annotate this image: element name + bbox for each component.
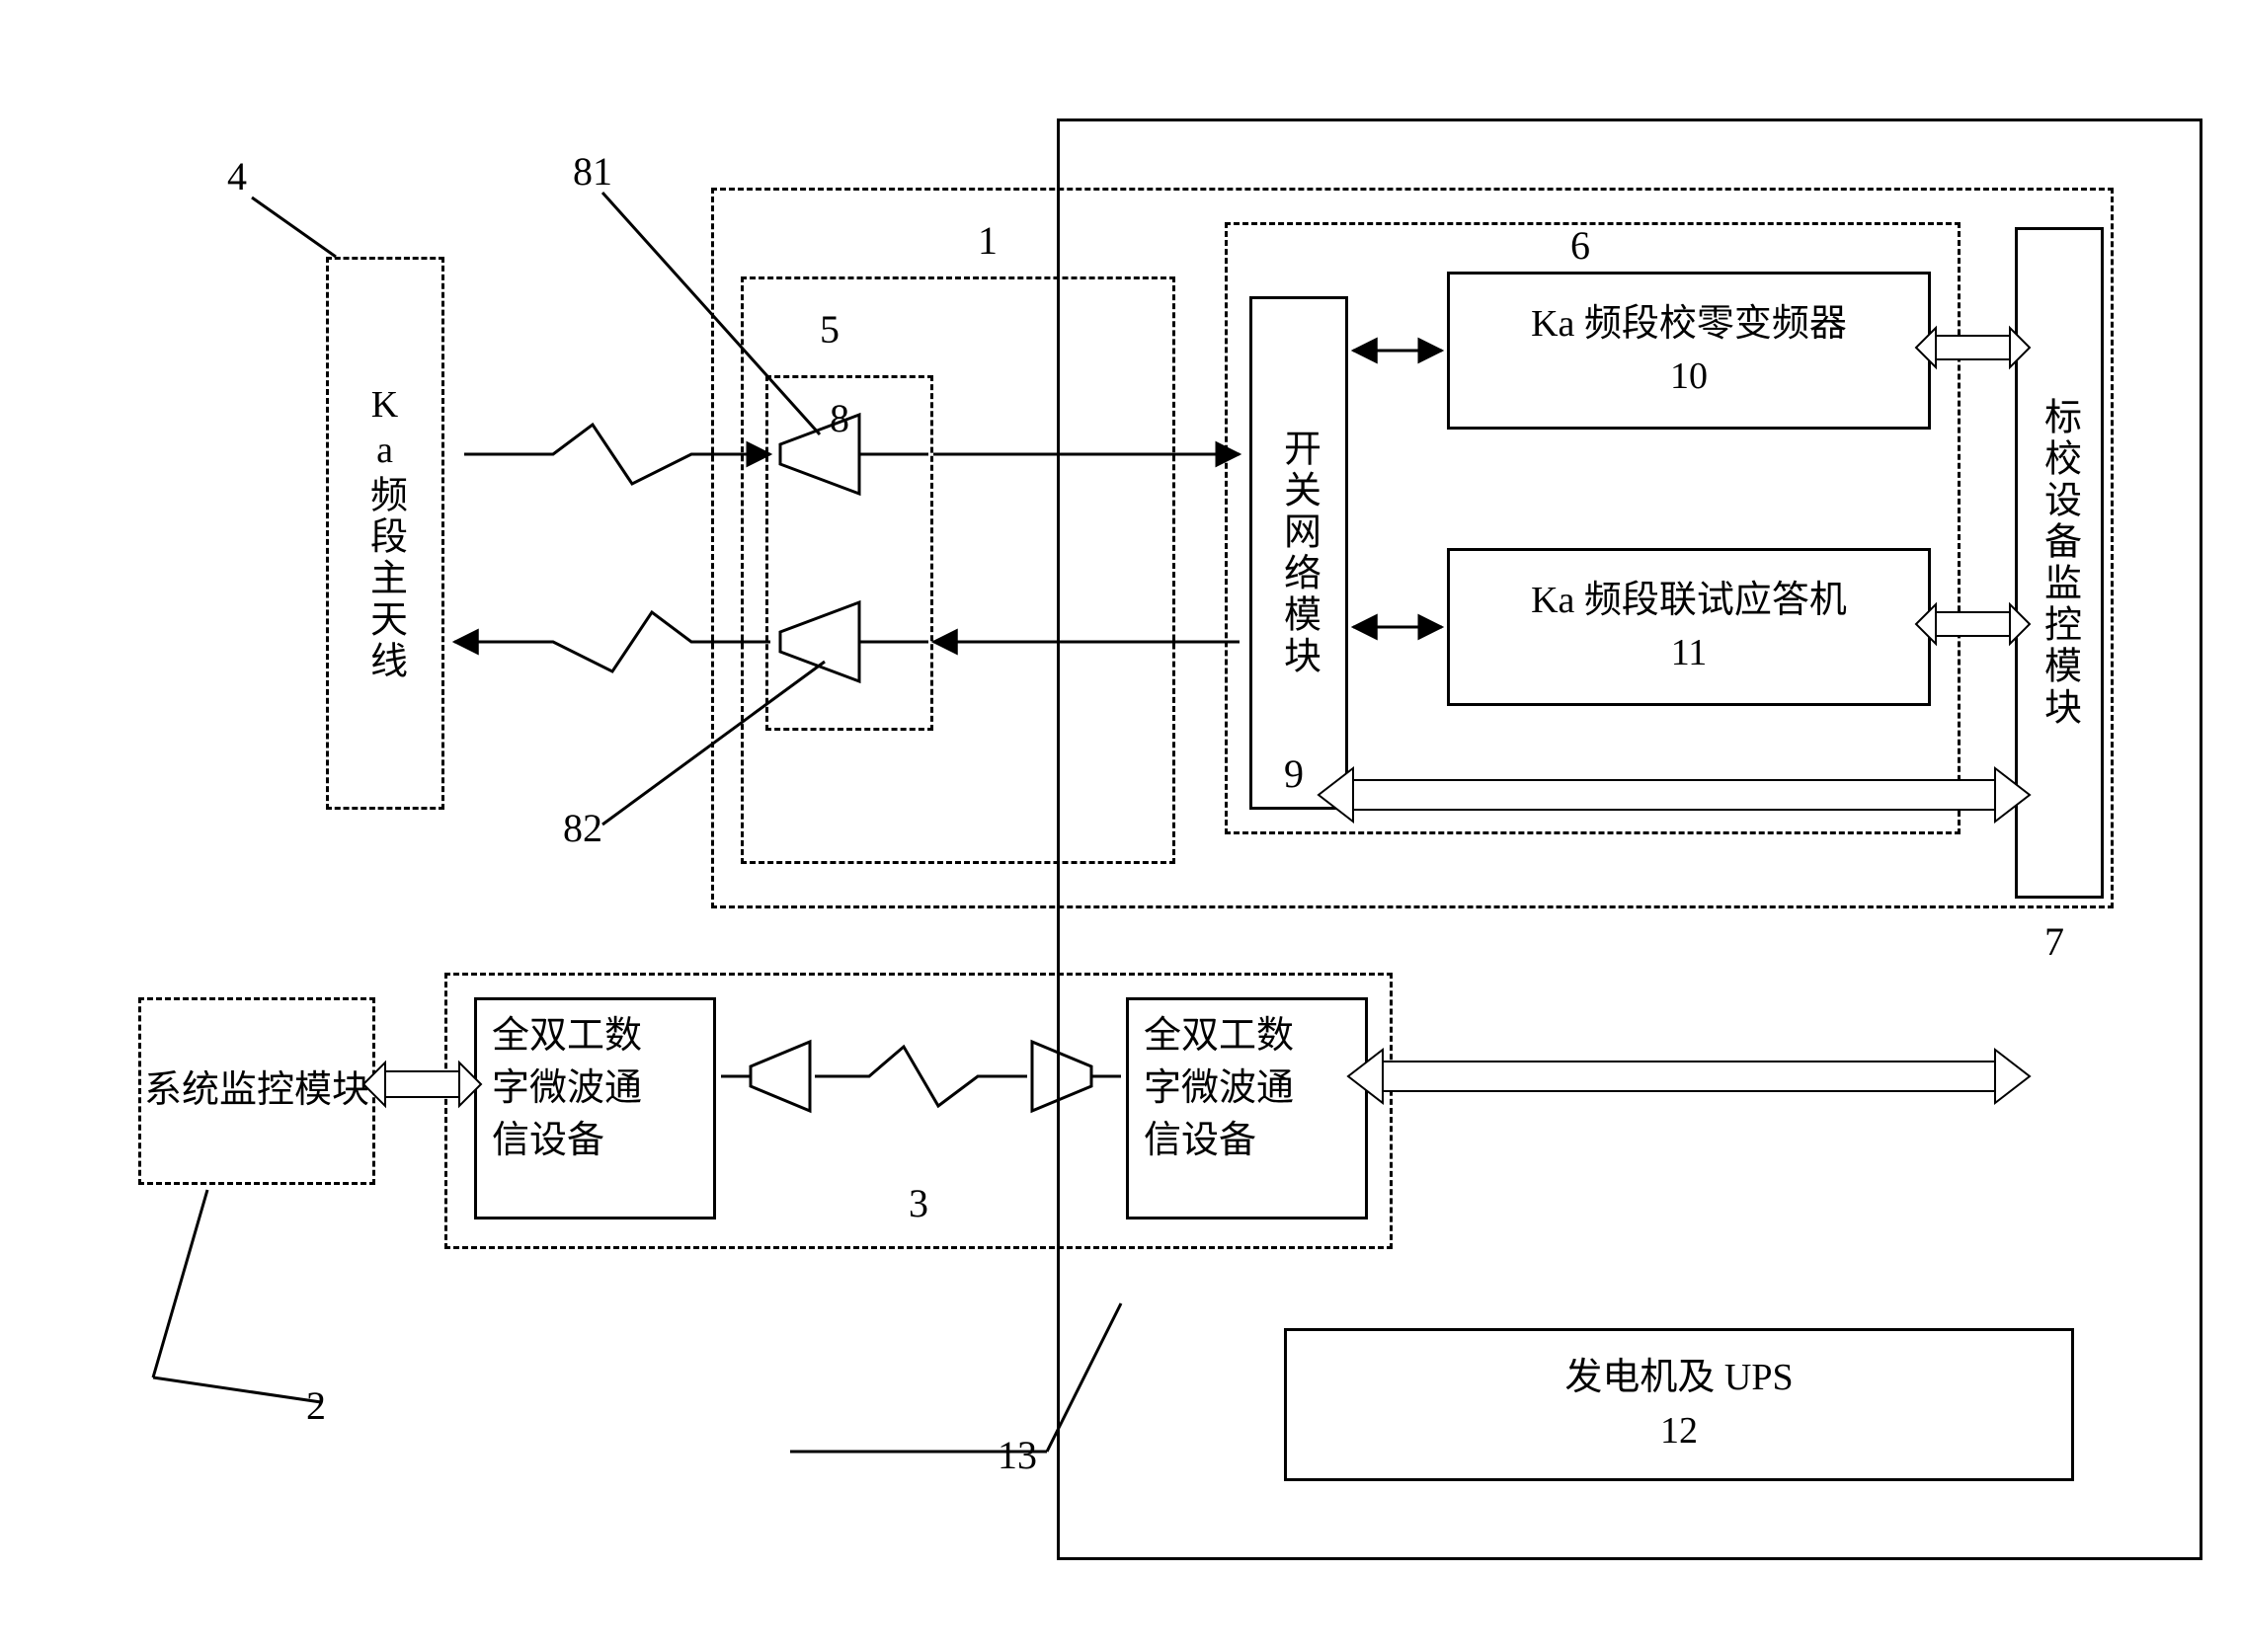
calib-monitor-module: 标校设备监控模块 bbox=[2015, 227, 2104, 899]
generator-ups-num: 12 bbox=[1660, 1405, 1698, 1457]
label-1: 1 bbox=[978, 217, 998, 264]
ka-transponder: Ka 频段联试应答机 11 bbox=[1447, 548, 1931, 706]
label-4: 4 bbox=[227, 153, 247, 199]
sys-monitor-label: 系统监控模块 bbox=[144, 1064, 369, 1117]
ka-transponder-num: 11 bbox=[1671, 627, 1708, 679]
switch-network-module: 开关网络模块 bbox=[1249, 296, 1348, 810]
label-8: 8 bbox=[830, 395, 849, 441]
comm-left-label: 全双工数字微波通信设备 bbox=[492, 1010, 642, 1168]
label-13: 13 bbox=[998, 1432, 1037, 1478]
comm-right-label: 全双工数字微波通信设备 bbox=[1144, 1010, 1294, 1168]
label-3: 3 bbox=[909, 1180, 928, 1226]
ka-zero-converter-label: Ka 频段校零变频器 bbox=[1531, 298, 1847, 351]
label-81: 81 bbox=[573, 148, 612, 195]
comm-device-right: 全双工数字微波通信设备 bbox=[1126, 997, 1368, 1219]
ka-main-antenna-label: Ka频段主天线 bbox=[359, 384, 413, 682]
container-8 bbox=[765, 375, 933, 731]
ka-main-antenna: Ka频段主天线 bbox=[326, 257, 444, 810]
generator-ups-label: 发电机及 UPS bbox=[1564, 1352, 1793, 1404]
label-5: 5 bbox=[820, 306, 840, 353]
label-6: 6 bbox=[1570, 222, 1590, 269]
label-2: 2 bbox=[306, 1382, 326, 1429]
ka-zero-converter: Ka 频段校零变频器 10 bbox=[1447, 272, 1931, 430]
switch-network-label: 开关网络模块 bbox=[1272, 429, 1326, 677]
label-9: 9 bbox=[1284, 750, 1304, 797]
sys-monitor-module: 系统监控模块 bbox=[138, 997, 375, 1185]
comm-device-left: 全双工数字微波通信设备 bbox=[474, 997, 716, 1219]
ka-zero-converter-num: 10 bbox=[1670, 351, 1708, 403]
ka-transponder-label: Ka 频段联试应答机 bbox=[1531, 575, 1847, 627]
label-82: 82 bbox=[563, 805, 602, 851]
generator-ups: 发电机及 UPS 12 bbox=[1284, 1328, 2074, 1481]
label-7: 7 bbox=[2044, 918, 2064, 965]
calib-monitor-label: 标校设备监控模块 bbox=[2033, 397, 2087, 729]
